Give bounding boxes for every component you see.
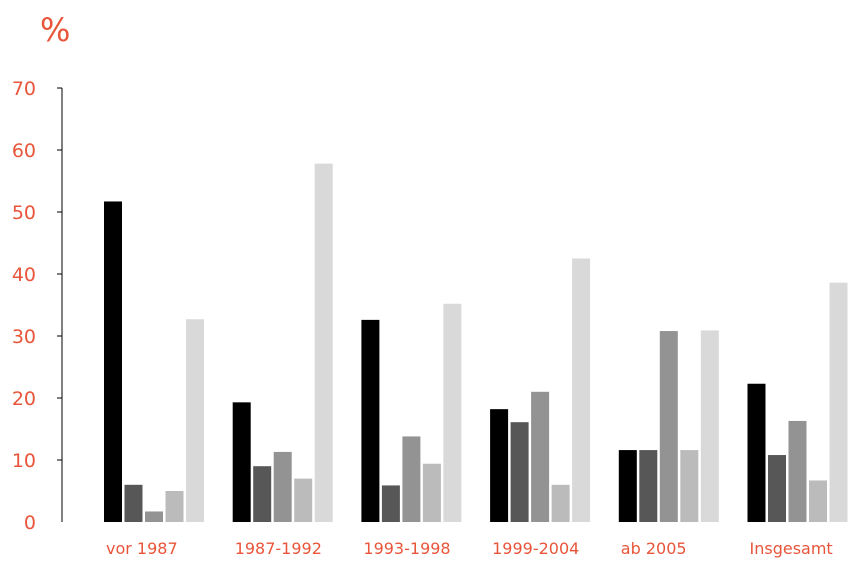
bar <box>768 455 786 522</box>
category-label: vor 1987 <box>106 539 178 558</box>
y-tick-label: 0 <box>24 512 36 534</box>
y-axis-ticks: 0 10 20 30 40 50 60 70 <box>12 78 62 534</box>
bar <box>124 484 143 522</box>
category-label: 1987-1992 <box>235 539 322 558</box>
bar <box>232 402 251 522</box>
bars <box>104 163 848 522</box>
bar <box>572 258 591 522</box>
y-tick-label: 20 <box>12 388 36 410</box>
bar <box>551 484 570 522</box>
bar <box>422 463 441 522</box>
bar <box>680 450 699 522</box>
bar <box>165 491 184 522</box>
bar <box>294 478 313 522</box>
bar <box>186 319 204 522</box>
bar <box>361 319 380 522</box>
bar <box>809 480 827 522</box>
y-tick-label: 50 <box>12 202 36 224</box>
bar <box>659 331 678 522</box>
bar <box>381 485 400 522</box>
bar <box>510 422 529 522</box>
y-tick-label: 30 <box>12 326 36 348</box>
y-axis-unit-label: % <box>40 11 70 49</box>
bar <box>829 282 848 522</box>
bar <box>253 466 272 522</box>
bar <box>747 383 766 522</box>
y-tick-label: 10 <box>12 450 36 472</box>
bar <box>273 451 292 522</box>
bar <box>104 201 122 522</box>
bar <box>700 330 719 522</box>
y-tick-label: 40 <box>12 264 36 286</box>
category-label: ab 2005 <box>621 539 687 558</box>
y-tick-label: 60 <box>12 140 36 162</box>
bar <box>788 420 807 522</box>
bar <box>490 409 509 522</box>
bar <box>443 303 462 522</box>
category-label: 1999-2004 <box>492 539 579 558</box>
category-label: Insgesamt <box>750 539 833 558</box>
bar <box>314 163 333 522</box>
bar <box>618 450 637 522</box>
category-labels: vor 1987 1987-1992 1993-1998 1999-2004 ab 20… <box>106 539 833 558</box>
y-tick-label: 70 <box>12 78 36 100</box>
category-label: 1993-1998 <box>363 539 450 558</box>
bar <box>639 450 658 522</box>
bar <box>402 436 421 522</box>
bar <box>145 511 163 522</box>
bar <box>531 391 550 522</box>
